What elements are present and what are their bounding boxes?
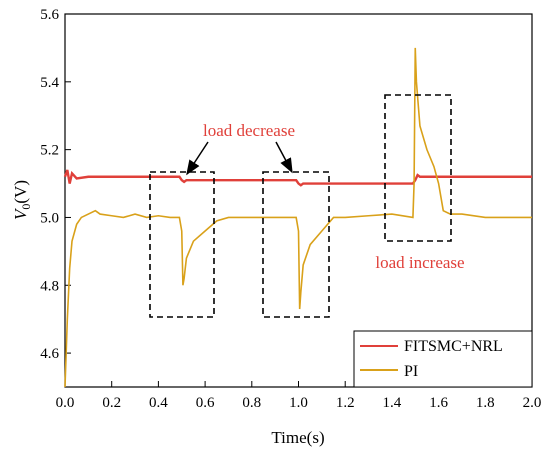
x-tick-label: 1.2 (336, 395, 355, 411)
y-tick-label: 4.8 (40, 278, 59, 294)
annotation-box-2 (262, 171, 330, 318)
annotation-load-increase: load increase (375, 253, 464, 272)
x-tick-label: 2.0 (523, 395, 542, 411)
y-tick-label: 5.2 (40, 143, 59, 159)
arrow-load-decrease-left (186, 141, 209, 176)
x-tick-label: 0.8 (242, 395, 261, 411)
x-tick-label: 0.0 (56, 395, 75, 411)
x-tick-label: 1.8 (476, 395, 495, 411)
legend-label-fitsmc-nrl: FITSMC+NRL (404, 338, 503, 355)
annotation-load-decrease: load decrease (203, 121, 295, 140)
annotation-box-3 (384, 94, 452, 242)
x-tick-label: 1.0 (289, 395, 308, 411)
x-tick-label: 1.6 (429, 395, 448, 411)
x-axis-title: Time(s) (271, 428, 324, 447)
x-tick-label: 0.6 (196, 395, 215, 411)
annotation-box-1 (149, 171, 215, 318)
y-axis-title: V0(V) (11, 180, 33, 220)
arrow-load-decrease-right (275, 141, 293, 174)
legend-label-pi: PI (404, 363, 418, 380)
legend-box (353, 330, 533, 388)
y-tick-label: 4.6 (40, 346, 59, 362)
x-tick-label: 0.4 (149, 395, 168, 411)
y-axis-title-main: V (11, 207, 30, 220)
y-tick-label: 5.6 (40, 7, 59, 23)
series-line-pi (64, 47, 532, 388)
y-axis-title-unit: (V) (11, 180, 30, 204)
y-axis-ticks: 4.6 4.8 5.0 5.2 5.4 5.6 (40, 7, 71, 362)
x-tick-label: 1.4 (383, 395, 402, 411)
legend: FITSMC+NRL PI (353, 330, 533, 388)
x-tick-label: 0.2 (102, 395, 121, 411)
y-axis-title-sub: 0 (19, 204, 33, 210)
y-tick-label: 5.0 (40, 210, 59, 226)
y-tick-label: 5.4 (40, 75, 59, 91)
svg-text:V0(V): V0(V) (11, 180, 33, 220)
